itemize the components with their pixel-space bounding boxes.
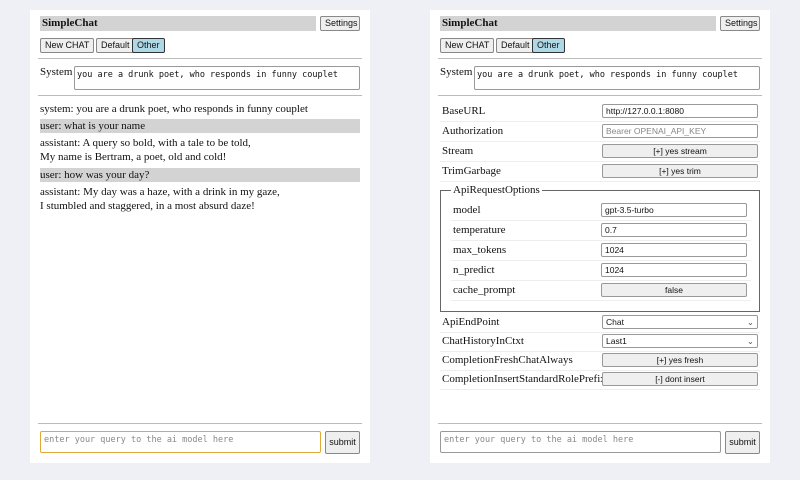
setting-label: Stream [442,145,474,157]
app-title: SimpleChat [440,16,716,31]
setting-authorization: Authorization Bearer OPENAI_API_KEY [440,122,760,142]
setting-input[interactable]: http://127.0.0.1:8080 [602,104,758,118]
chat-message-user: user: what is your name [40,119,360,133]
mode-button-new-chat[interactable]: New CHAT [440,38,495,53]
setting-input[interactable]: 0.7 [601,223,747,237]
setting-trimgarbage: TrimGarbage [+] yes trim [440,162,760,182]
setting-completioninsertstandardroleprefix: CompletionInsertStandardRolePrefix [-] do… [440,370,760,390]
setting-apiendpoint: ApiEndPoint Chat ⌄ [440,313,760,333]
setting-toggle-button[interactable]: [+] yes stream [602,144,758,158]
message-line: user: what is your name [40,120,146,132]
mode-button-default[interactable]: Default [96,38,135,53]
setting-label: ApiEndPoint [442,316,500,328]
system-label: System [40,66,73,78]
message-line: assistant: My day was a haze, with a dri… [40,186,280,198]
setting-label: BaseURL [442,105,486,117]
setting-select[interactable]: Last1 ⌄ [602,334,758,348]
setting-label: temperature [453,224,506,236]
app-title: SimpleChat [40,16,316,31]
setting-label: cache_prompt [453,284,516,296]
setting-select[interactable]: Chat ⌄ [602,315,758,329]
setting-toggle-button[interactable]: [+] yes trim [602,164,758,178]
settings-button[interactable]: Settings [320,16,360,31]
setting-temperature: temperature 0.7 [451,221,751,241]
message-line: system: you are a drunk poet, who respon… [40,103,308,115]
message-line: assistant: A query so bold, with a tale … [40,137,251,149]
setting-input[interactable]: gpt-3.5-turbo [601,203,747,217]
setting-input[interactable]: Bearer OPENAI_API_KEY [602,124,758,138]
query-input[interactable]: enter your query to the ai model here [40,431,321,453]
mode-button-new-chat[interactable]: New CHAT [40,38,95,53]
setting-input[interactable]: 1024 [601,243,747,257]
fieldset-legend: ApiRequestOptions [451,184,542,196]
chevron-down-icon: ⌄ [746,317,754,327]
divider [438,58,762,59]
api-request-options-fieldset: ApiRequestOptions model gpt-3.5-turbo tempe… [440,184,760,312]
select-value: Chat [606,317,624,327]
divider [38,58,362,59]
setting-input[interactable]: 1024 [601,263,747,277]
setting-cache-prompt: cache_prompt false [451,281,751,301]
chat-message-assistant: assistant: My day was a haze, with a dri… [40,185,360,213]
divider [438,95,762,96]
setting-label: Authorization [442,125,504,137]
setting-toggle-button[interactable]: [+] yes fresh [602,353,758,367]
message-line: user: how was your day? [40,169,150,181]
setting-label: TrimGarbage [442,165,501,177]
chat-message-system: system: you are a drunk poet, who respon… [40,102,360,116]
chat-message-user: user: how was your day? [40,168,360,182]
select-value: Last1 [606,336,627,346]
settings-button[interactable]: Settings [720,16,760,31]
mode-button-default[interactable]: Default [496,38,535,53]
system-prompt-input[interactable]: you are a drunk poet, who responds in fu… [74,66,360,90]
setting-label: ChatHistoryInCtxt [442,335,524,347]
divider [438,423,762,424]
chat-message-assistant: assistant: A query so bold, with a tale … [40,136,360,164]
divider [38,423,362,424]
setting-label: model [453,204,481,216]
settings-panel: SimpleChat Settings New CHAT Default Other Sy… [430,10,770,463]
setting-n-predict: n_predict 1024 [451,261,751,281]
system-label: System [440,66,473,78]
system-prompt-input[interactable]: you are a drunk poet, who responds in fu… [474,66,760,90]
message-line: I stumbled and staggered, in a most absu… [40,200,255,212]
setting-stream: Stream [+] yes stream [440,142,760,162]
setting-toggle-button[interactable]: false [601,283,747,297]
setting-label: n_predict [453,264,495,276]
setting-completionfreshchatalways: CompletionFreshChatAlways [+] yes fresh [440,351,760,371]
setting-max-tokens: max_tokens 1024 [451,241,751,261]
chevron-down-icon: ⌄ [746,336,754,346]
setting-label: CompletionInsertStandardRolePrefix [442,373,606,385]
submit-button[interactable]: submit [325,431,360,454]
setting-label: max_tokens [453,244,507,256]
setting-toggle-button[interactable]: [-] dont insert [602,372,758,386]
query-input[interactable]: enter your query to the ai model here [440,431,721,453]
setting-chathistoryinctxt: ChatHistoryInCtxt Last1 ⌄ [440,332,760,352]
setting-baseurl: BaseURL http://127.0.0.1:8080 [440,102,760,122]
message-line: My name is Bertram, a poet, old and cold… [40,151,227,163]
submit-button[interactable]: submit [725,431,760,454]
setting-label: CompletionFreshChatAlways [442,354,573,366]
divider [38,95,362,96]
setting-model: model gpt-3.5-turbo [451,201,751,221]
mode-button-other[interactable]: Other [532,38,565,53]
chat-panel: SimpleChat Settings New CHAT Default Other Sy… [30,10,370,463]
mode-button-other[interactable]: Other [132,38,165,53]
